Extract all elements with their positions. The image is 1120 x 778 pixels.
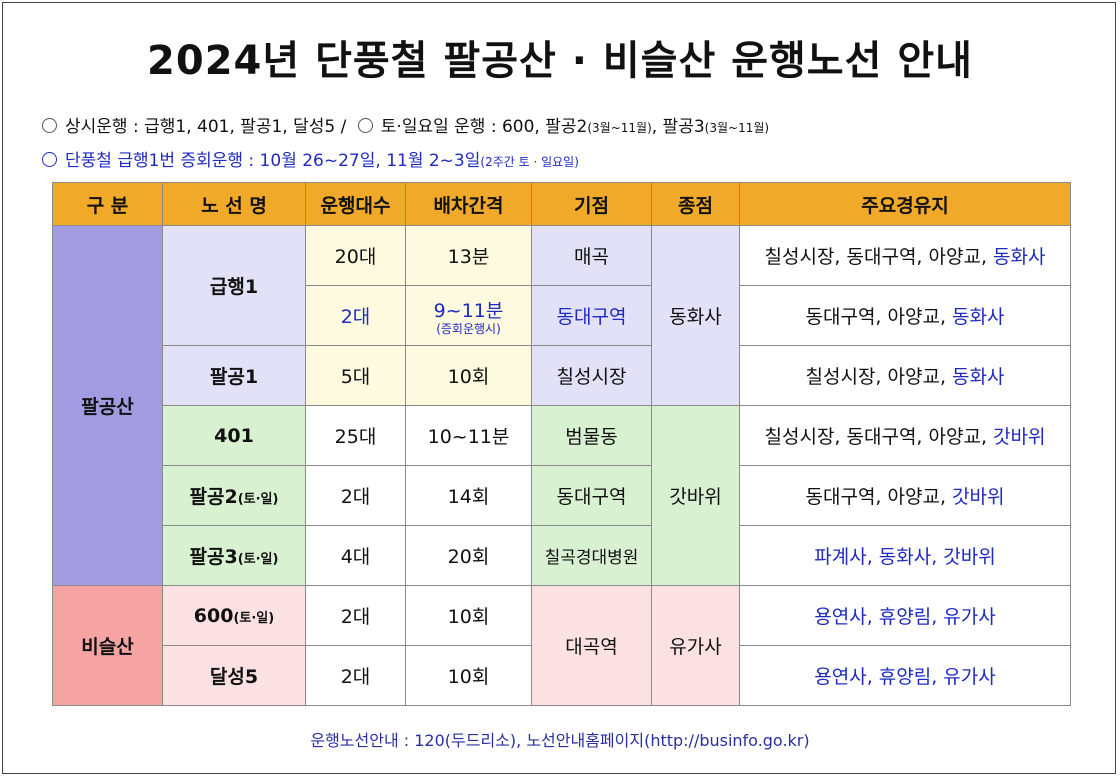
info-line-extra: 단풍철 급행1번 증회운행 : 10월 26~27일, 11월 2~3일(2주간…: [42, 146, 579, 171]
info-weekend-note-1: (3월~11월): [587, 121, 652, 135]
start-cell: 동대구역: [531, 285, 652, 346]
via-highlight: 파계사, 동화사, 갓바위: [814, 546, 996, 568]
circle-bullet-icon: [357, 118, 373, 133]
route-name: 600(토·일): [162, 585, 306, 646]
header-area: 구 분: [52, 182, 163, 226]
via-highlight: 동화사: [993, 246, 1046, 268]
route-name: 팔공3(토·일): [162, 525, 306, 586]
via-highlight: 갓바위: [952, 486, 1005, 508]
via-cell: 칠성시장, 동대구역, 아양교, 갓바위: [739, 405, 1071, 466]
buses-cell: 25대: [305, 405, 406, 466]
via-text: 칠성시장, 아양교,: [805, 366, 953, 388]
route-name: 팔공2(토·일): [162, 465, 306, 526]
interval-cell: 14회: [405, 465, 532, 526]
end-cell: 유가사: [651, 585, 740, 706]
interval-text: 9~11분: [433, 299, 504, 322]
table-header-row: 구 분 노 선 명 운행대수 배차간격 기점 종점 주요경유지: [52, 182, 1071, 226]
start-cell: 범물동: [531, 405, 652, 466]
start-cell: 칠성시장: [531, 345, 652, 406]
via-highlight: 용연사, 휴양림, 유가사: [814, 666, 996, 688]
via-text: 동대구역, 아양교,: [805, 306, 953, 328]
via-text: 칠성시장, 동대구역, 아양교,: [764, 246, 994, 268]
route-table: 구 분 노 선 명 운행대수 배차간격 기점 종점 주요경유지 팔공산 급행1 …: [52, 182, 1071, 706]
info-regular-routes: 상시운행 : 급행1, 401, 팔공1, 달성5 /: [65, 117, 347, 137]
via-cell: 동대구역, 아양교, 동화사: [739, 285, 1071, 346]
via-cell: 용연사, 휴양림, 유가사: [739, 645, 1071, 706]
interval-cell: 10회: [405, 345, 532, 406]
start-cell: 매곡: [531, 225, 652, 286]
header-end: 종점: [651, 182, 740, 226]
interval-cell: 13분: [405, 225, 532, 286]
buses-cell: 2대: [305, 285, 406, 346]
info-extra-service: 단풍철 급행1번 증회운행 : 10월 26~27일, 11월 2~3일: [65, 151, 481, 171]
table-row: 팔공3(토·일) 4대 20회 칠곡경대병원 파계사, 동화사, 갓바위: [53, 525, 1071, 586]
info-extra-note: (2주간 토 · 일요일): [480, 155, 579, 169]
header-interval: 배차간격: [405, 182, 532, 226]
end-cell: 갓바위: [651, 405, 740, 586]
via-text: 칠성시장, 동대구역, 아양교,: [764, 426, 994, 448]
header-route: 노 선 명: [162, 182, 306, 226]
table-row: 2대 9~11분 (증회운행시) 동대구역 동대구역, 아양교, 동화사: [53, 285, 1071, 346]
via-highlight: 동화사: [952, 306, 1005, 328]
via-text: 동대구역, 아양교,: [805, 486, 953, 508]
via-highlight: 동화사: [952, 366, 1005, 388]
via-cell: 칠성시장, 아양교, 동화사: [739, 345, 1071, 406]
route-name: 팔공1: [162, 345, 306, 406]
page-title: 2024년 단풍철 팔공산 · 비슬산 운행노선 안내: [147, 38, 973, 84]
route-note: (토·일): [237, 552, 279, 567]
buses-cell: 4대: [305, 525, 406, 586]
interval-cell: 9~11분 (증회운행시): [405, 285, 532, 346]
table-row: 비슬산 600(토·일) 2대 10회 대곡역 유가사 용연사, 휴양림, 유가…: [52, 585, 1071, 706]
route-note: (토·일): [233, 610, 275, 626]
table-row: 달성5 2대 10회 용연사, 휴양림, 유가사: [53, 645, 1071, 706]
area-biseulsan: 비슬산: [52, 585, 163, 706]
table-row: 팔공1 5대 10회 칠성시장 칠성시장, 아양교, 동화사: [53, 345, 1071, 406]
header-start: 기점: [531, 182, 652, 226]
end-cell: 동화사: [651, 225, 740, 406]
interval-cell: 10회: [405, 585, 532, 646]
table-row: 401 25대 10~11분 범물동 갓바위 칠성시장, 동대구역, 아양교, …: [53, 405, 1071, 586]
start-cell: 대곡역: [531, 585, 652, 706]
via-cell: 동대구역, 아양교, 갓바위: [739, 465, 1071, 526]
buses-cell: 20대: [305, 225, 406, 286]
interval-note: (증회운행시): [436, 321, 501, 336]
info-line-regular: 상시운행 : 급행1, 401, 팔공1, 달성5 / 토·일요일 운행 : 6…: [42, 112, 769, 137]
start-cell: 동대구역: [531, 465, 652, 526]
route-note: (토·일): [237, 492, 279, 507]
interval-cell: 20회: [405, 525, 532, 586]
footer-contact: 운행노선안내 : 120(두드리소), 노선안내홈페이지(http://busi…: [310, 731, 810, 750]
start-cell: 칠곡경대병원: [531, 525, 652, 586]
info-weekend-note-2: (3월~11월): [704, 121, 770, 135]
via-cell: 칠성시장, 동대구역, 아양교, 동화사: [739, 225, 1071, 286]
info-weekend-routes: 토·일요일 운행 : 600, 팔공2: [380, 117, 588, 137]
route-name: 401: [162, 405, 306, 466]
header-via: 주요경유지: [739, 182, 1071, 226]
buses-cell: 2대: [305, 645, 406, 706]
route-name: 급행1: [162, 225, 306, 346]
interval-cell: 10~11분: [405, 405, 532, 466]
route-text: 600: [193, 604, 234, 627]
circle-bullet-icon: [42, 152, 57, 167]
via-highlight: 용연사, 휴양림, 유가사: [814, 606, 996, 628]
buses-cell: 5대: [305, 345, 406, 406]
table-row: 팔공2(토·일) 2대 14회 동대구역 동대구역, 아양교, 갓바위: [53, 465, 1071, 526]
via-cell: 파계사, 동화사, 갓바위: [739, 525, 1071, 586]
circle-bullet-icon: [42, 118, 57, 133]
info-weekend-routes-2: , 팔공3: [651, 117, 705, 137]
header-buses: 운행대수: [305, 182, 406, 226]
table-row: 팔공산 급행1 20대 13분 매곡 동화사 칠성시장, 동대구역, 아양교, …: [52, 225, 1071, 586]
via-highlight: 갓바위: [993, 426, 1046, 448]
via-cell: 용연사, 휴양림, 유가사: [739, 585, 1071, 646]
interval-cell: 10회: [405, 645, 532, 706]
buses-cell: 2대: [305, 465, 406, 526]
area-palgongsan: 팔공산: [52, 225, 163, 586]
route-text: 팔공3: [189, 546, 238, 568]
route-name: 달성5: [162, 645, 306, 706]
route-text: 팔공2: [189, 486, 238, 508]
buses-cell: 2대: [305, 585, 406, 646]
